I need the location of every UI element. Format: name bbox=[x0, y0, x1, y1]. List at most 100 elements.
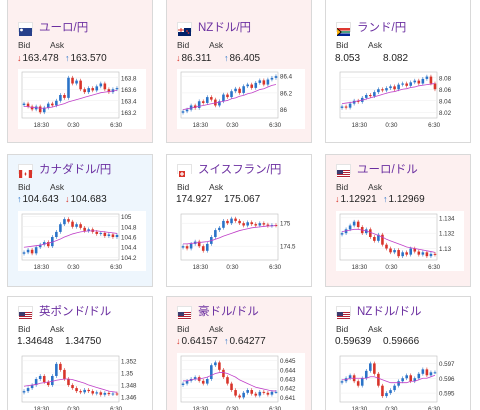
candle-body bbox=[405, 83, 408, 86]
currency-pair-name[interactable]: スイスフラン/円 bbox=[198, 164, 282, 176]
card-title[interactable]: ユーロ/ドル bbox=[336, 161, 418, 178]
card-title[interactable]: NZドル/ドル bbox=[336, 303, 422, 320]
mini-chart[interactable]: 175 174.5 18:30 0:30 6:30 bbox=[177, 211, 305, 271]
y-tick-label: 174.5 bbox=[280, 244, 296, 251]
mini-chart[interactable]: 163.8 163.6 163.4 163.2 18:30 0:30 6:30 bbox=[18, 69, 146, 129]
mini-chart[interactable]: 105 104.8 104.6 104.4 104.2 18:30 0:30 6:30 bbox=[18, 211, 146, 271]
y-tick-label: 104.4 bbox=[121, 245, 137, 252]
fx-card-2[interactable]: ランド/円 Bid Ask 8.053 8.082 8.08 8.06 8.04 8.02 18:… bbox=[325, 0, 471, 143]
candle-body bbox=[95, 86, 99, 91]
fx-card-6[interactable]: 英ポンド/ドル Bid Ask 1.34648 1.34750 1.352 1.35 1.34… bbox=[7, 296, 153, 410]
candle-body bbox=[87, 389, 90, 392]
y-tick-label: 8.06 bbox=[439, 87, 452, 94]
card-title[interactable]: カナダドル/円 bbox=[18, 161, 112, 178]
fx-card-4[interactable]: スイスフラン/円 Bid Ask 174.927 175.067 175 174.5 18:3… bbox=[166, 154, 312, 287]
ask-value-wrap: 0.59666 bbox=[383, 336, 419, 347]
candle-body bbox=[67, 379, 70, 386]
card-title[interactable]: 英ポンド/ドル bbox=[18, 303, 112, 320]
candle-body bbox=[254, 224, 258, 226]
bid-ask-labels: Bid Ask bbox=[177, 324, 241, 334]
fx-card-0[interactable]: ユーロ/円 Bid Ask ↓163.478 ↑163.570 163.8 163.6 163… bbox=[7, 0, 153, 143]
ca-flag-icon bbox=[18, 164, 33, 178]
candle-body bbox=[222, 220, 225, 228]
candle-body bbox=[214, 362, 217, 366]
currency-pair-name[interactable]: NZドル/円 bbox=[198, 22, 252, 34]
candle-body bbox=[413, 80, 417, 83]
fx-card-5[interactable]: ユーロ/ドル Bid Ask ↓1.12921 ↑1.12969 1.134 1.132 1.… bbox=[325, 154, 471, 287]
candle-body bbox=[59, 224, 62, 232]
card-title[interactable]: 豪ドル/ドル bbox=[177, 303, 259, 320]
candle-body bbox=[389, 86, 392, 89]
candle-body bbox=[377, 234, 380, 241]
currency-pair-name[interactable]: 豪ドル/ドル bbox=[198, 306, 259, 318]
fx-card-1[interactable]: NZドル/円 Bid Ask ↓86.311 ↑86.405 86.4 86.2 86 18:3… bbox=[166, 0, 312, 143]
candle-body bbox=[266, 392, 270, 395]
candle-body bbox=[266, 224, 270, 226]
fx-card-8[interactable]: NZドル/ドル Bid Ask 0.59639 0.59666 0.597 0.596 0.5… bbox=[325, 296, 471, 410]
mini-chart[interactable]: 1.352 1.35 1.348 1.346 18:30 0:30 6:30 bbox=[18, 353, 146, 410]
bid-ask-labels: Bid Ask bbox=[18, 182, 82, 192]
candle-body bbox=[107, 89, 111, 93]
x-tick-label: 6:30 bbox=[269, 122, 282, 129]
candle-body bbox=[242, 392, 245, 398]
ask-label: Ask bbox=[50, 182, 65, 192]
ask-value-wrap: ↑1.12969 bbox=[383, 194, 425, 205]
card-title[interactable]: ランド/円 bbox=[336, 19, 407, 36]
bid-ask-values: 1.34648 1.34750 bbox=[17, 336, 101, 347]
candle-body bbox=[38, 244, 42, 248]
arrow-down-icon: ↓ bbox=[65, 194, 70, 204]
nz-flag-icon bbox=[177, 22, 192, 36]
candle-body bbox=[417, 80, 421, 84]
candle-body bbox=[218, 362, 221, 370]
moving-average-line bbox=[183, 225, 277, 245]
x-tick-label: 18:30 bbox=[34, 264, 50, 271]
card-title[interactable]: ユーロ/円 bbox=[18, 19, 89, 36]
candle-body bbox=[393, 385, 396, 391]
x-tick-label: 0:30 bbox=[67, 406, 80, 410]
moving-average-line bbox=[182, 84, 277, 111]
candle-body bbox=[197, 101, 201, 108]
candle-body bbox=[405, 375, 408, 379]
ask-label: Ask bbox=[209, 324, 224, 334]
candle-body bbox=[250, 84, 254, 88]
ask-value-wrap: ↑86.405 bbox=[224, 53, 260, 64]
y-tick-label: 8.08 bbox=[439, 75, 452, 82]
mini-chart[interactable]: 1.134 1.132 1.13 18:30 0:30 6:30 bbox=[336, 211, 464, 271]
fx-card-3[interactable]: カナダドル/円 Bid Ask ↑104.643 ↓104.683 105 104.8 104… bbox=[7, 154, 153, 287]
bid-value-wrap: 174.927 bbox=[176, 194, 224, 205]
ask-value: 104.683 bbox=[70, 194, 107, 205]
candle-body bbox=[79, 80, 82, 90]
mini-chart[interactable]: 0.645 0.644 0.643 0.642 0.641 18:30 0:30 6:30 bbox=[177, 353, 305, 410]
candle-body bbox=[389, 390, 392, 394]
x-tick-label: 18:30 bbox=[34, 122, 50, 129]
currency-pair-name[interactable]: ユーロ/円 bbox=[39, 22, 89, 34]
y-tick-label: 86.2 bbox=[280, 90, 293, 97]
bid-label: Bid bbox=[18, 182, 31, 192]
card-title[interactable]: NZドル/円 bbox=[177, 19, 252, 36]
currency-pair-name[interactable]: カナダドル/円 bbox=[39, 164, 112, 176]
candle-body bbox=[246, 84, 249, 87]
y-tick-label: 8.02 bbox=[439, 110, 452, 117]
candle-body bbox=[95, 392, 99, 394]
candlestick-chart: 8.08 8.06 8.04 8.02 18:30 0:30 6:30 bbox=[339, 71, 452, 129]
fx-card-7[interactable]: 豪ドル/ドル Bid Ask ↓0.64157 ↑0.64277 0.645 0.644 0.… bbox=[166, 296, 312, 410]
bid-value-wrap: ↓86.311 bbox=[176, 53, 224, 64]
mini-chart[interactable]: 8.08 8.06 8.04 8.02 18:30 0:30 6:30 bbox=[336, 69, 464, 129]
currency-pair-name[interactable]: ユーロ/ドル bbox=[357, 164, 418, 176]
x-tick-label: 6:30 bbox=[428, 264, 441, 271]
candle-body bbox=[377, 89, 380, 93]
bid-label: Bid bbox=[336, 324, 349, 334]
currency-pair-name[interactable]: 英ポンド/ドル bbox=[39, 306, 112, 318]
mini-chart[interactable]: 86.4 86.2 86 18:30 0:30 6:30 bbox=[177, 69, 305, 129]
card-title[interactable]: スイスフラン/円 bbox=[177, 161, 282, 178]
candle-body bbox=[115, 88, 119, 90]
candle-body bbox=[38, 106, 42, 113]
mini-chart[interactable]: 0.597 0.596 0.595 18:30 0:30 6:30 bbox=[336, 353, 464, 410]
candle-body bbox=[254, 82, 258, 88]
candle-body bbox=[67, 219, 70, 222]
currency-pair-name[interactable]: ランド/円 bbox=[357, 22, 407, 34]
candle-body bbox=[401, 378, 404, 382]
us-flag-icon bbox=[177, 306, 192, 320]
bid-label: Bid bbox=[336, 182, 349, 192]
currency-pair-name[interactable]: NZドル/ドル bbox=[357, 306, 422, 318]
